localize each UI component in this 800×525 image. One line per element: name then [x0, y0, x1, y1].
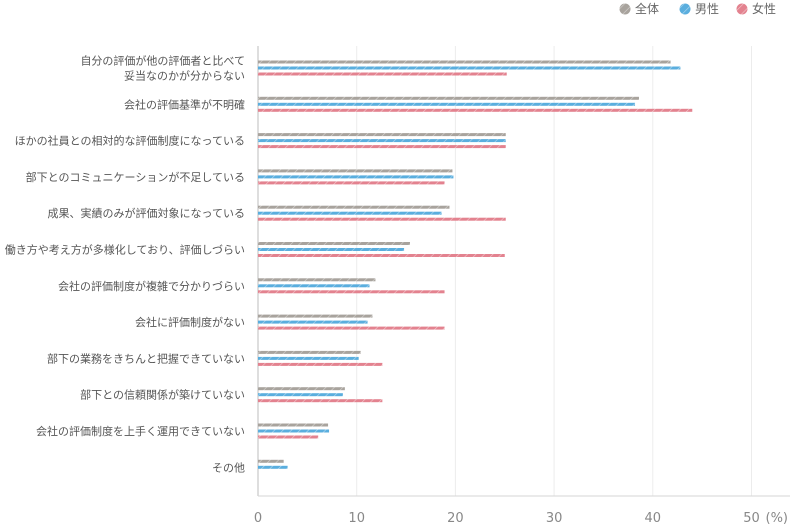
bar — [258, 169, 453, 173]
tick-labels: 0 10 20 30 40 50 (%) — [254, 511, 788, 525]
bar — [258, 278, 376, 282]
bar — [258, 108, 693, 112]
bar — [258, 181, 445, 185]
bar — [258, 320, 368, 324]
legend-label: 全体 — [635, 1, 659, 16]
grid-lines — [257, 46, 790, 497]
category-label: その他 — [212, 461, 245, 474]
bar — [258, 326, 445, 330]
bar — [258, 314, 373, 318]
legend-label: 女性 — [752, 1, 776, 16]
bar — [258, 205, 450, 209]
category-label: 働き方や考え方が多様化しており、評価しづらい — [5, 243, 245, 257]
bar — [258, 96, 639, 100]
bar — [258, 465, 288, 469]
bar — [258, 66, 681, 70]
tick-label: 50 — [743, 511, 760, 525]
category-label: 部下とのコミュニケーションが不足している — [26, 170, 245, 184]
bar — [258, 423, 329, 427]
category-label: 会社の評価制度を上手く運用できていない — [36, 424, 245, 438]
bar — [258, 139, 506, 143]
legend: 全体 男性 女性 — [619, 1, 776, 16]
bar — [258, 175, 454, 179]
bar — [258, 242, 410, 245]
category-label: 会社に評価制度がない — [135, 315, 245, 329]
bar — [258, 254, 505, 257]
tick-label: 0 — [254, 511, 262, 525]
legend-entry: 全体 — [619, 1, 659, 16]
bar — [258, 284, 370, 288]
legend-swatch — [736, 3, 748, 15]
bar — [258, 72, 507, 76]
category-label: 部下の業務をきちんと把握できていない — [47, 351, 245, 365]
bar — [258, 60, 671, 64]
tick-label: 20 — [447, 511, 464, 525]
bar — [258, 145, 506, 149]
legend-entry: 女性 — [736, 1, 776, 16]
bar — [258, 435, 319, 439]
bars — [258, 60, 693, 469]
bar — [258, 217, 506, 221]
bar — [258, 459, 284, 463]
category-label: ほかの社員との相対的な評価制度になっている — [15, 134, 245, 148]
bar — [258, 362, 383, 366]
unit-label: (%) — [766, 511, 789, 525]
bar — [258, 133, 506, 137]
bar — [258, 429, 330, 433]
category-label: 会社の評価基準が不明確 — [124, 97, 245, 111]
category-label: 会社の評価制度が複雑で分かりづらい — [58, 279, 245, 293]
category-labels: 自分の評価が他の評価者と比べて妥当なのかが分からない会社の評価基準が不明確ほかの… — [5, 54, 245, 475]
bar — [258, 350, 361, 354]
tick-label: 30 — [546, 511, 563, 525]
bar — [258, 290, 445, 294]
bar — [258, 102, 636, 106]
bar — [258, 248, 405, 251]
legend-entry: 男性 — [679, 2, 719, 16]
legend-label: 男性 — [695, 2, 719, 16]
category-label: 部下との信頼関係が築けていない — [80, 388, 245, 402]
tick-label: 40 — [645, 511, 662, 525]
bar — [258, 387, 345, 391]
bar — [258, 211, 442, 215]
bar — [258, 393, 343, 397]
legend-swatch — [619, 3, 631, 15]
category-label: 成果、実績のみが評価対象になっている — [48, 206, 245, 220]
bar — [258, 356, 359, 360]
category-label: 自分の評価が他の評価者と比べて妥当なのかが分からない — [80, 54, 245, 83]
legend-swatch — [679, 3, 691, 15]
tick-label: 10 — [348, 511, 365, 525]
bar — [258, 399, 383, 403]
